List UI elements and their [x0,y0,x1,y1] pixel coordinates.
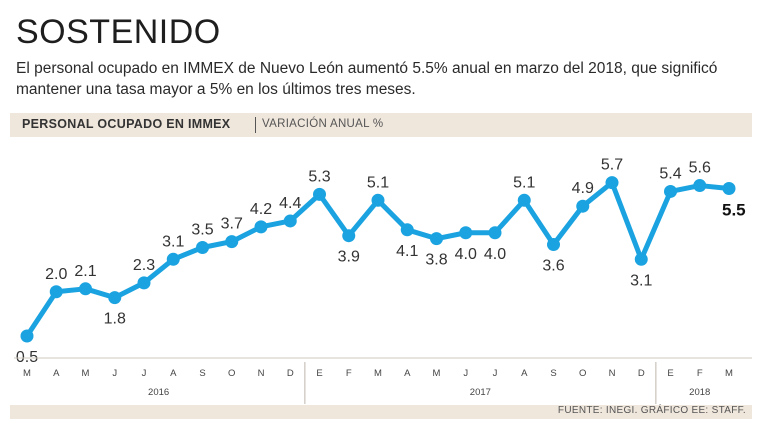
x-tick-label: S [199,368,205,379]
x-tick-label: O [579,368,586,379]
x-tick-label: D [638,368,645,379]
chart-title: PERSONAL OCUPADO EN IMMEX [22,117,231,131]
data-point [722,182,736,195]
data-label: 3.9 [338,249,360,266]
data-point [196,241,209,254]
data-point [371,193,385,207]
data-point [459,226,473,240]
data-label: 4.1 [396,243,418,260]
data-point [225,235,239,249]
data-label: 2.3 [133,257,155,274]
data-point [166,252,180,266]
x-tick-label: J [112,368,117,379]
x-tick-label: A [521,368,528,379]
data-point [254,220,268,234]
data-point [342,229,356,243]
data-point [430,232,443,246]
x-tick-label: D [287,368,294,379]
x-tick-label: F [697,368,703,379]
data-point [79,282,92,296]
data-point [634,252,648,266]
x-tick-label: O [228,368,235,379]
data-point [49,285,63,299]
data-label: 3.5 [191,222,213,239]
x-tick-label: M [374,368,382,379]
data-label: 5.1 [367,174,389,191]
data-label: 4.2 [250,201,272,218]
data-label: 3.6 [542,258,564,275]
data-label: 2.1 [74,263,96,280]
data-point [576,199,590,213]
x-tick-label: N [609,368,616,379]
data-label: 5.5 [722,201,746,220]
x-tick-label: M [433,368,441,379]
x-tick-label: E [316,368,322,379]
data-point [283,214,297,228]
data-label: 5.6 [689,160,711,177]
data-point [664,184,677,198]
data-point [693,179,707,193]
data-label: 4.9 [572,180,594,197]
data-label: 3.8 [425,252,447,269]
data-point [605,176,619,190]
x-tick-label: E [667,368,673,379]
x-tick-label: S [550,368,556,379]
x-tick-label: J [463,368,468,379]
x-tick-label: M [82,368,90,379]
year-label: 2016 [148,387,169,398]
chart-unit-label: VARIACIÓN ANUAL % [262,118,384,130]
x-tick-label: A [53,368,60,379]
x-tick-label: F [346,368,352,379]
data-label: 1.8 [104,311,126,328]
page-title: SOSTENIDO [16,13,221,51]
data-label: 5.3 [308,168,330,185]
data-label: 4.0 [484,246,506,263]
data-point [400,223,414,237]
line-chart: 0.52.0 2.11.82.33.13.5 3.74.2 4.45.33.95.14… [14,157,752,404]
data-point [108,291,122,305]
year-label: 2017 [470,387,491,398]
x-tick-label: M [725,368,733,379]
data-label: 3.1 [162,233,184,250]
x-tick-label: M [23,368,31,379]
data-label: 3.7 [221,216,243,233]
data-point [488,226,502,240]
x-tick-label: N [258,368,265,379]
x-tick-label: J [493,368,498,379]
x-tick-label: A [404,368,411,379]
source-credit: FUENTE: INEGI. GRÁFICO EE: STAFF. [557,405,746,416]
lede-text: El personal ocupado en IMMEX de Nuevo Le… [16,60,718,98]
data-point [313,187,326,201]
data-label: 5.4 [659,165,681,182]
chart-title-band: PERSONAL OCUPADO EN IMMEX VARIACIÓN ANUA… [10,113,752,137]
data-point [20,329,34,343]
title-divider [255,117,256,133]
data-label: 2.0 [45,266,67,283]
data-label: 4.4 [279,195,301,212]
data-label: 5.7 [601,157,623,174]
data-point [137,276,151,290]
x-tick-label: A [170,368,177,379]
data-point [547,238,560,252]
year-label: 2018 [689,387,710,398]
data-label: 4.0 [455,246,477,263]
data-label: 3.1 [630,272,652,289]
data-label: 5.1 [513,174,535,191]
data-point [517,193,531,207]
source-band: FUENTE: INEGI. GRÁFICO EE: STAFF. [10,405,752,419]
x-tick-label: J [142,368,147,379]
